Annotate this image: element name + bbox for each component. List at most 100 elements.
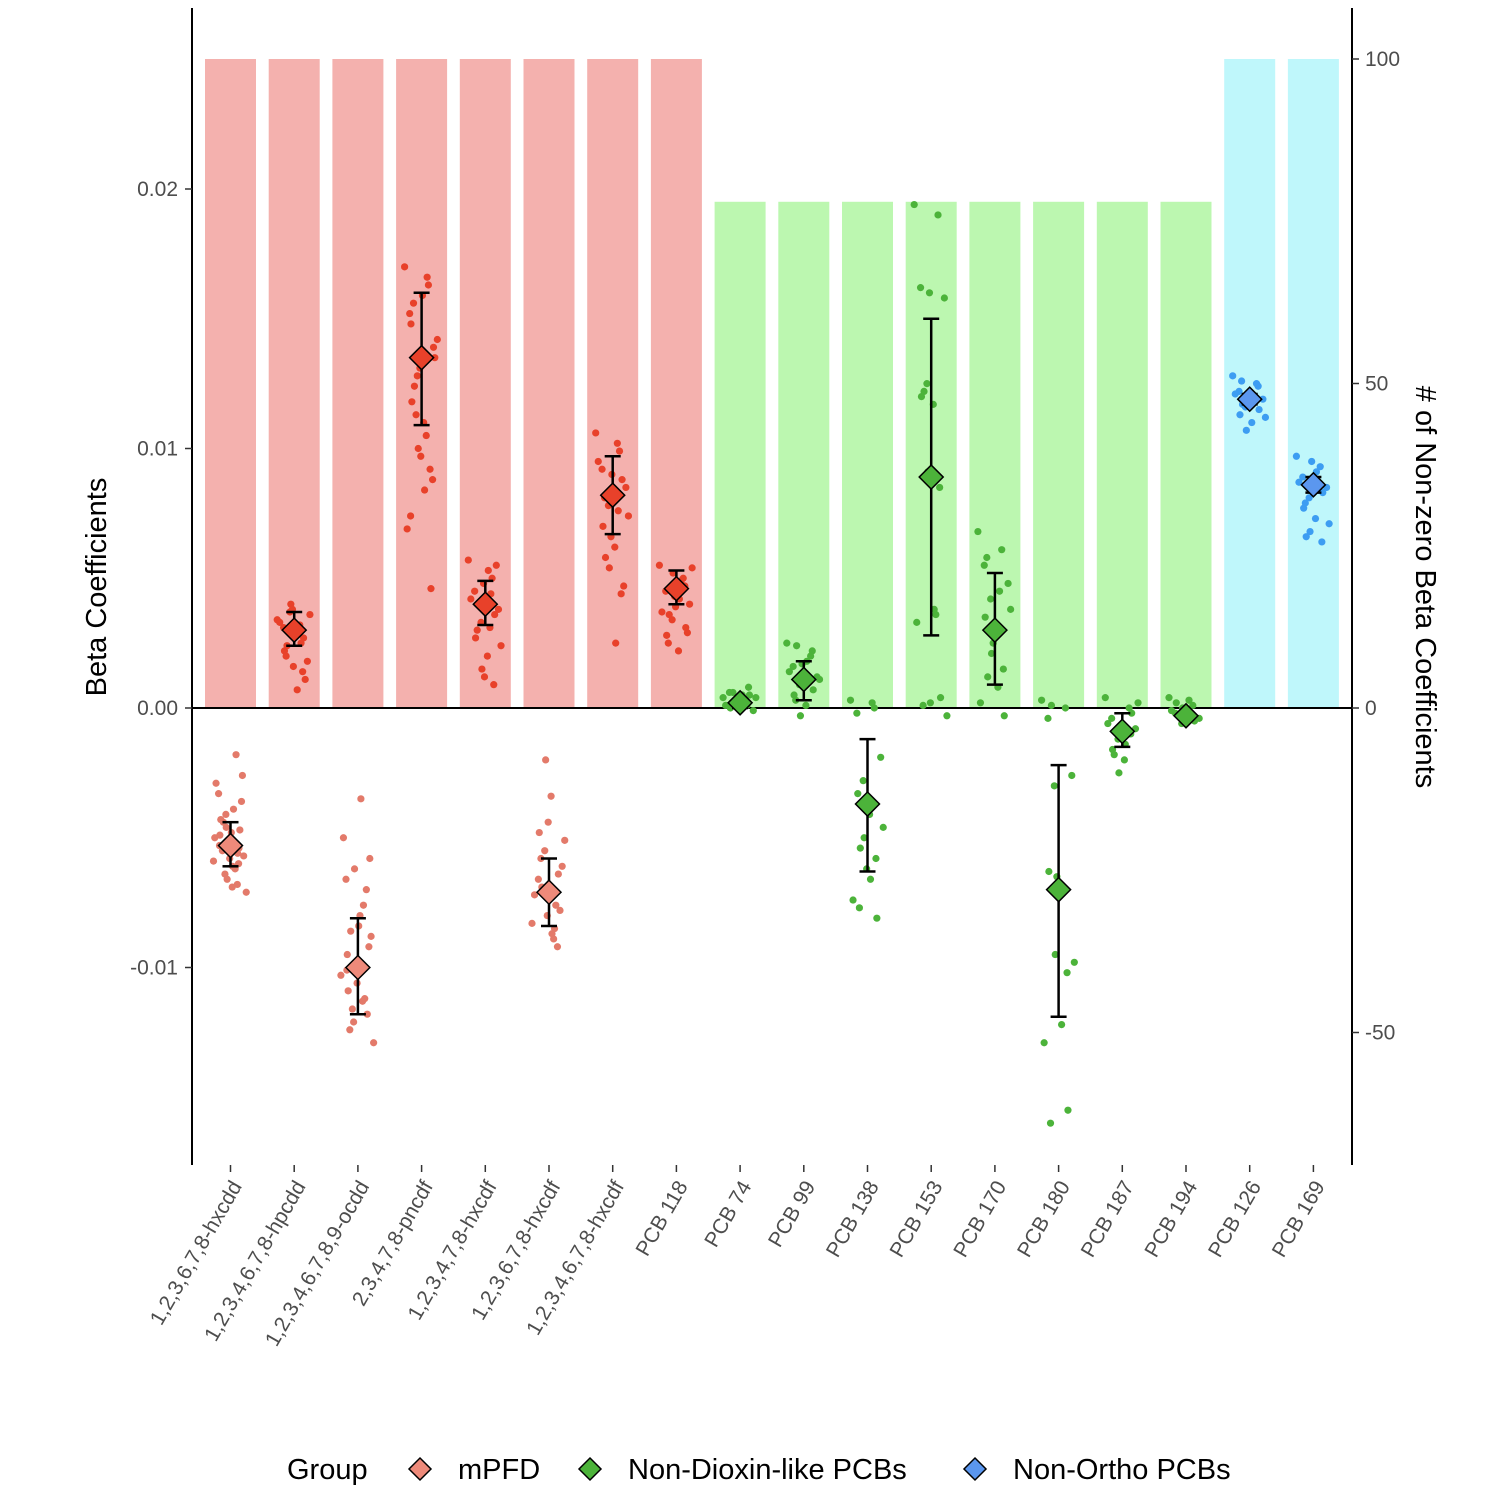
data-point [685,600,694,608]
mean-diamonds [217,344,1327,981]
data-point [403,525,411,533]
data-point [872,854,880,863]
mean-diamond [1300,471,1327,498]
bar-1 [205,59,256,708]
data-point [237,797,246,806]
y-tick-label: 0.01 [137,438,178,461]
data-point [370,1039,378,1047]
data-point [1301,499,1309,507]
data-point [999,665,1007,673]
data-point [491,610,499,619]
data-point [211,834,219,842]
data-point [601,553,610,562]
data-point [974,527,982,536]
data-point [528,919,536,927]
data-point [424,281,433,289]
data-point [366,854,374,863]
data-point [683,629,692,637]
data-point [276,618,284,626]
data-point [342,875,350,883]
data-point [1306,527,1314,536]
mean-diamond [981,617,1008,644]
data-point [984,673,992,681]
data-point [624,512,633,520]
data-point [976,699,985,707]
data-point [214,790,223,798]
bar-11 [842,201,893,708]
data-point [426,465,434,473]
data-point [423,273,431,281]
data-point [357,795,365,803]
legend-key-diamond [962,1456,988,1482]
data-point [406,309,414,318]
bar-16 [1160,201,1212,708]
data-point [1229,372,1237,380]
data-point [289,662,297,671]
data-point [478,665,486,673]
bar-9 [714,201,766,708]
data-point [1046,1119,1055,1127]
data-point [427,585,435,593]
data-point [544,818,552,826]
data-point [1007,605,1015,613]
data-point [688,564,696,572]
data-point [1061,704,1070,712]
data-point [936,694,945,702]
data-point [293,686,301,694]
data-point [1292,452,1300,460]
data-point [236,826,244,834]
bar-17 [1224,59,1276,708]
data-point [362,886,370,894]
data-point [343,950,351,959]
legend-key-diamond [407,1456,433,1482]
data-point [240,852,248,860]
data-point [553,943,562,951]
mean-diamond [281,617,308,644]
mean-diamond [472,591,499,618]
data-point [554,870,562,878]
data-point [429,343,438,351]
data-point [1172,699,1180,707]
data-point [212,779,220,787]
error-bars [222,291,1322,1019]
data-point [299,634,308,642]
bar-14 [1033,201,1085,708]
data-point [556,906,564,915]
data-point [1038,696,1046,704]
data-point [940,294,948,302]
legend-entry-label: Non-Dioxin-like PCBs [628,1454,907,1486]
x-tick-label: PCB 99 [764,1177,820,1251]
y2-axis-title: # of Non-zero Beta Coefficients [1409,386,1441,788]
bar-2 [268,59,320,708]
data-point [854,790,862,798]
data-point [592,429,600,437]
data-point [537,854,545,863]
bootstrap-points [209,200,1333,1127]
data-point [916,284,925,292]
data-point [620,582,628,590]
data-point [222,810,230,818]
data-point [611,543,619,551]
data-point [622,483,630,492]
mean-diamond [217,832,244,859]
data-point [943,712,951,720]
data-point [422,431,430,440]
data-point [859,777,867,785]
data-point [1248,418,1256,427]
data-point [796,712,805,720]
data-point [363,1010,371,1018]
x-tick-label: PCB 194 [1140,1177,1202,1262]
y2-tick-label: 50 [1365,373,1388,396]
data-point [347,927,355,935]
data-point [494,605,503,613]
data-point [492,561,500,569]
x-tick-label: PCB 169 [1268,1177,1330,1261]
data-point [242,888,250,896]
data-point [855,904,864,912]
data-point [1231,390,1239,398]
mean-diamond [1236,386,1263,413]
data-point [618,476,626,484]
data-point [856,844,864,852]
data-point [552,901,560,909]
y2-axis-ticks: 100 50 0 -50 [1352,48,1400,1045]
